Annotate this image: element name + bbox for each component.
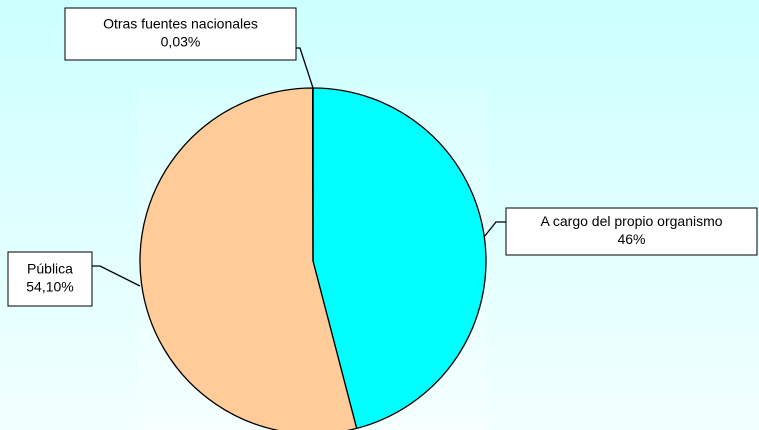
slice-label: Otras fuentes nacionales	[103, 16, 258, 32]
slice-value-label: 46%	[617, 231, 645, 247]
slice-label: A cargo del propio organismo	[540, 213, 722, 229]
leader-line	[92, 265, 141, 287]
leader-line	[296, 47, 314, 89]
label-box	[64, 7, 297, 61]
leader-line	[483, 221, 506, 238]
pie-slice	[312, 87, 487, 430]
label-box	[505, 207, 758, 256]
slice-value-label: 0,03%	[161, 34, 201, 50]
pie-slice	[139, 87, 358, 430]
slice-label: Pública	[27, 261, 73, 277]
label-box	[7, 251, 93, 307]
slice-value-label: 54,10%	[26, 279, 73, 295]
